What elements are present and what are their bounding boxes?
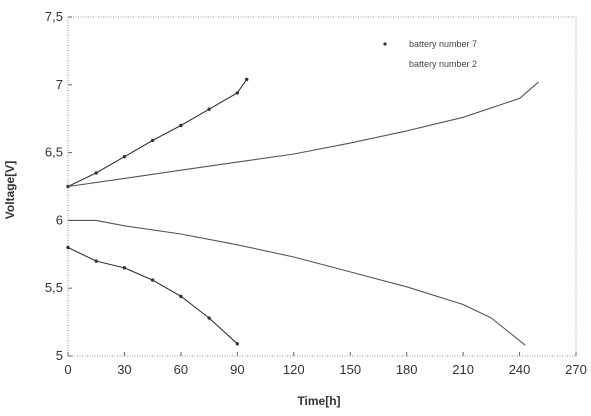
x-tick-label: 180 [396,362,418,377]
series-line-2-1 [67,81,539,188]
x-tick-label: 0 [64,362,71,377]
y-tick-label: 5,5 [45,280,63,295]
y-tick-label: 5 [56,348,63,363]
plot-frame [67,16,577,357]
data-point [235,91,240,95]
data-point [245,77,249,82]
x-tick-label: 90 [230,362,244,377]
x-tick-label: 150 [339,362,361,377]
y-axis-ticks: 5 5,5 6 6,5 7 7,5 [45,9,72,363]
data-point [235,342,240,346]
y-tick-label: 7,5 [45,9,63,24]
series-line-2-2 [68,219,526,346]
legend-label-battery-2: battery number 2 [409,59,477,69]
data-point [122,266,127,270]
x-tick-label: 120 [283,362,305,377]
y-tick-label: 6,5 [45,145,63,160]
series-layer [66,77,539,346]
x-tick-label: 240 [509,362,531,377]
series-line-1-2 [67,247,238,345]
y-tick-label: 6 [56,212,63,227]
data-point [94,171,98,175]
x-tick-label: 30 [117,362,131,377]
data-point [179,123,183,128]
x-tick-label: 210 [452,362,474,377]
y-axis-title: Voltage[V] [3,161,17,219]
data-point [66,245,70,250]
data-point [150,138,155,143]
series-line-1-1 [67,79,248,187]
data-point [207,316,211,320]
x-axis-ticks: 0 30 60 90 120 150 180 210 240 270 [64,352,587,377]
data-point [150,278,155,282]
data-point [207,107,211,111]
data-point [122,154,127,159]
x-tick-label: 60 [174,362,188,377]
data-point [179,294,183,299]
data-point [94,259,98,263]
legend-label-battery-7: battery number 7 [409,39,477,49]
x-tick-label: 270 [565,362,587,377]
y-tick-label: 7 [56,77,63,92]
x-axis-title: Time[h] [297,394,340,408]
legend-marker-battery-7 [383,42,387,46]
legend: battery number 7 battery number 2 [383,39,477,69]
